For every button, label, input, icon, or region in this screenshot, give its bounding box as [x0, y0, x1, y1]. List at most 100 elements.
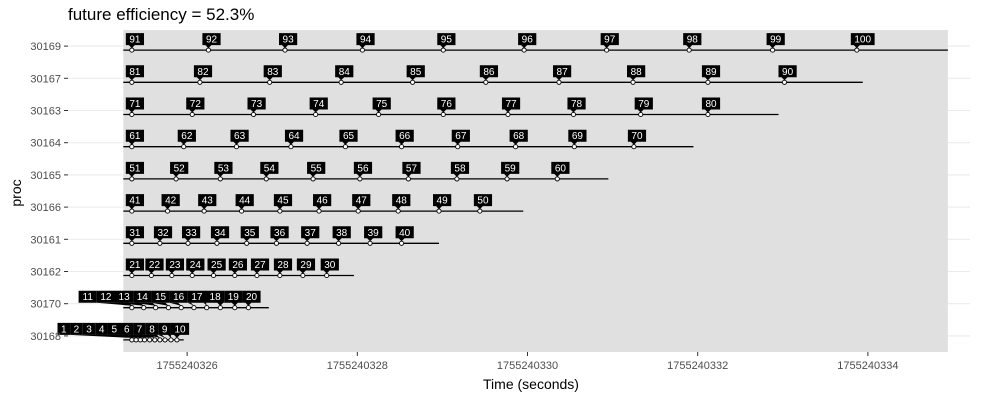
task-point	[178, 305, 184, 311]
task-marker: 60	[551, 161, 570, 182]
task-label: 7	[137, 324, 143, 335]
task-label: 100	[854, 35, 871, 46]
task-marker: 45	[273, 194, 293, 214]
task-marker: 67	[451, 129, 470, 150]
task-point	[570, 111, 577, 118]
task-label-box	[473, 194, 493, 210]
task-marker: 24	[186, 258, 205, 279]
task-label: 98	[687, 35, 699, 46]
task-label: 55	[311, 163, 323, 174]
task-label-box	[193, 65, 213, 81]
task-label: 91	[129, 35, 141, 46]
task-point	[324, 272, 330, 279]
task-label: 17	[191, 292, 203, 303]
task-point	[174, 337, 180, 343]
task-label: 87	[557, 67, 569, 78]
task-label-box	[260, 161, 279, 177]
task-marker: 58	[450, 161, 470, 182]
task-marker: 71	[125, 97, 145, 118]
task-point	[129, 111, 135, 118]
x-tick-label: 1755240334	[837, 360, 898, 372]
task-point	[604, 47, 610, 53]
task-label-box	[402, 161, 421, 177]
task-marker: 36	[270, 226, 289, 246]
task-label-box	[568, 129, 587, 145]
task-label-box	[501, 161, 520, 177]
task-label-box	[309, 97, 328, 113]
task-marker: 55	[307, 161, 326, 182]
task-point	[254, 272, 260, 279]
task-label-box	[224, 290, 243, 306]
task-label-box	[145, 322, 166, 338]
task-point	[147, 337, 153, 343]
task-marker: 84	[335, 65, 354, 85]
task-marker: 89	[701, 65, 721, 85]
task-label-box	[247, 97, 266, 113]
task-marker: 78	[567, 97, 586, 118]
task-marker: 9	[158, 322, 174, 343]
task-point	[405, 176, 411, 182]
task-marker: 26	[228, 258, 247, 279]
task-marker: 88	[627, 65, 646, 85]
task-label-box	[125, 226, 145, 242]
task-label: 47	[356, 196, 368, 207]
task-label-box	[395, 129, 414, 145]
task-marker: 96	[518, 33, 537, 53]
task-label: 92	[206, 35, 218, 46]
task-marker: 34	[210, 226, 230, 246]
task-label-box	[301, 226, 320, 242]
task-point	[157, 337, 163, 343]
task-marker: 80	[701, 97, 721, 118]
task-label-box	[242, 290, 261, 306]
task-point	[129, 176, 135, 182]
task-label: 67	[455, 131, 467, 142]
task-label: 37	[305, 228, 317, 239]
task-label-box	[133, 322, 160, 338]
task-point	[554, 176, 560, 182]
task-label-box	[701, 65, 721, 81]
task-marker: 17	[187, 290, 210, 311]
task-marker: 76	[437, 97, 456, 118]
task-point	[504, 176, 510, 182]
task-point	[770, 47, 776, 53]
task-marker: 6	[120, 322, 158, 343]
task-label-box	[107, 322, 150, 338]
task-label-box	[273, 194, 293, 210]
task-marker: 93	[278, 33, 298, 53]
y-tick-label: 30169	[30, 41, 61, 53]
task-label: 97	[604, 35, 616, 46]
task-marker: 63	[230, 129, 249, 150]
task-marker: 5	[107, 322, 153, 343]
task-label-box	[509, 129, 528, 145]
task-point	[277, 208, 283, 214]
task-label-box	[701, 97, 721, 113]
task-point	[854, 47, 860, 53]
task-point	[250, 111, 257, 118]
task-label-box	[450, 161, 470, 177]
task-marker: 69	[568, 129, 587, 150]
task-label: 59	[505, 163, 517, 174]
task-marker: 85	[406, 65, 425, 85]
task-point	[191, 305, 197, 311]
task-point	[630, 79, 636, 85]
task-label: 9	[162, 324, 168, 335]
task-label: 95	[441, 35, 453, 46]
task-point	[454, 176, 460, 182]
task-marker: 21	[125, 258, 145, 279]
task-point	[153, 305, 159, 311]
task-point	[300, 272, 306, 279]
task-point	[239, 208, 245, 214]
task-label: 52	[174, 163, 186, 174]
task-label-box	[437, 97, 456, 113]
y-tick-label: 30170	[30, 299, 61, 311]
task-marker: 19	[224, 290, 243, 311]
task-label-box	[850, 33, 875, 49]
task-point	[263, 176, 269, 182]
active-span-band	[123, 30, 948, 352]
task-label: 69	[572, 131, 584, 142]
task-label-box	[296, 258, 316, 274]
task-label-box	[187, 290, 207, 306]
task-point	[165, 305, 171, 311]
task-label-box	[395, 226, 414, 242]
